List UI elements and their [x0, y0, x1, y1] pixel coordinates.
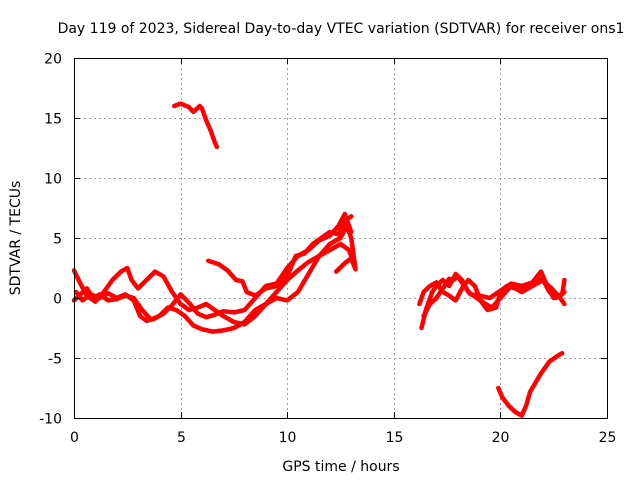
y-tick-label: 5	[53, 232, 62, 248]
y-tick-label: 20	[44, 52, 62, 68]
y-tick-label: 10	[44, 172, 62, 188]
y-tick-label: 0	[53, 292, 62, 308]
x-tick-label: 10	[279, 430, 297, 446]
series-arc-9	[417, 276, 567, 313]
series-layer	[71, 101, 567, 418]
x-tick-label: 20	[492, 430, 510, 446]
series-arc-10	[496, 350, 565, 418]
x-tick-label: 25	[599, 430, 617, 446]
series-arc-5	[333, 256, 358, 274]
chart-title: Day 119 of 2023, Sidereal Day-to-day VTE…	[58, 21, 625, 37]
y-tick-label: 15	[44, 112, 62, 128]
y-tick-label: -10	[39, 412, 62, 428]
series-arc-2	[71, 223, 358, 334]
x-tick-label: 15	[386, 430, 404, 446]
y-tick-label: -5	[48, 352, 62, 368]
x-tick-label: 5	[177, 430, 186, 446]
tick-layer: 0 5 10 15 20 25 -10 -5 0 5 10 15 20	[39, 52, 616, 447]
series-arc-1	[71, 241, 356, 327]
x-tick-label: 0	[70, 430, 79, 446]
x-axis-label: GPS time / hours	[282, 459, 399, 475]
series-arc-6	[171, 101, 220, 150]
series-arc-4	[206, 214, 354, 298]
y-axis-label: SDTVAR / TECUs	[8, 181, 24, 296]
